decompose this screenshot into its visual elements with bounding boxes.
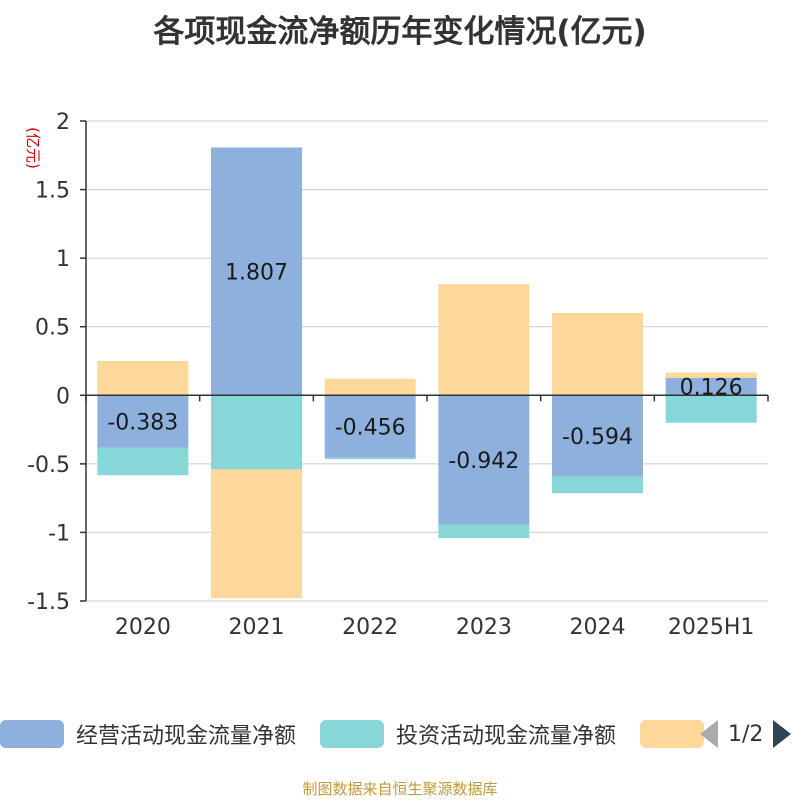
data-label: -0.383 [107,411,178,436]
bar-segment-1[interactable] [665,378,757,396]
source-note: 制图数据来自恒生聚源数据库 [302,780,498,798]
bar-segment-2[interactable] [97,447,189,476]
y-axis-label: (亿元) [24,127,42,169]
chart-plot: -1.5 -1 -0.5 0 0.5 1 1.5 2 (亿元) 2020 2021 2022 2023 2… [24,110,769,640]
x-tick-label: 2025H1 [668,615,755,640]
y-tick-label: 1.5 [35,179,70,204]
pager-text: 1/2 [728,721,764,747]
data-label: 0.126 [680,376,743,401]
y-tick-label: -0.5 [27,453,70,478]
bar-segment-3[interactable] [552,313,643,396]
legend-swatch-operating [0,720,64,748]
bar-segment-3[interactable] [324,378,416,396]
bar-segment-3[interactable] [97,361,189,396]
legend-swatch-investing [320,720,384,748]
pager-prev-icon[interactable] [700,720,718,748]
bar-segment-2[interactable] [552,476,643,494]
y-tick-label: -1.5 [27,590,70,615]
bar-segment-3[interactable] [665,372,757,379]
bar-segment-3[interactable] [438,284,530,396]
x-tick-label: 2023 [456,615,512,640]
bar-segment-2[interactable] [665,395,757,423]
legend-item-financing[interactable] [640,716,704,752]
legend-pager: 1/2 [700,716,792,752]
bar-segment-2[interactable] [438,524,530,539]
legend-label-investing: 投资活动现金流量净额 [396,724,617,749]
pager-next-icon[interactable] [773,720,792,748]
legend-label-operating: 经营活动现金流量净额 [76,724,297,749]
legend-swatch-financing [640,720,704,748]
y-tick-label: 2 [56,110,70,135]
data-label: 1.807 [225,260,288,285]
data-label: -0.456 [335,416,406,441]
legend-item-operating[interactable]: 经营活动现金流量净额 [0,716,296,752]
x-tick-label: 2024 [570,615,626,640]
bar-segment-1[interactable] [552,395,643,477]
x-tick-label: 2020 [115,615,171,640]
legend: 经营活动现金流量净额 投资活动现金流量净额 1/2 [0,716,800,752]
bar-segment-1[interactable] [97,395,189,448]
bar-segment-3[interactable] [211,469,302,599]
bar-segment-1[interactable] [324,395,416,458]
y-tick-label: 0.5 [35,316,70,341]
x-tick-label: 2021 [229,615,285,640]
bar-segment-2[interactable] [211,395,302,470]
bar-segment-1[interactable] [438,395,530,525]
y-tick-label: 0 [56,384,70,409]
bar-segment-1[interactable] [211,147,302,396]
chart-title: 各项现金流净额历年变化情况(亿元) [153,14,647,50]
bar-segment-2[interactable] [324,457,416,460]
legend-item-investing[interactable]: 投资活动现金流量净额 [320,716,616,752]
data-label: -0.942 [448,449,519,474]
data-label: -0.594 [562,425,633,450]
y-tick-label: 1 [56,247,70,272]
y-tick-label: -1 [48,521,70,546]
x-tick-label: 2022 [342,615,398,640]
